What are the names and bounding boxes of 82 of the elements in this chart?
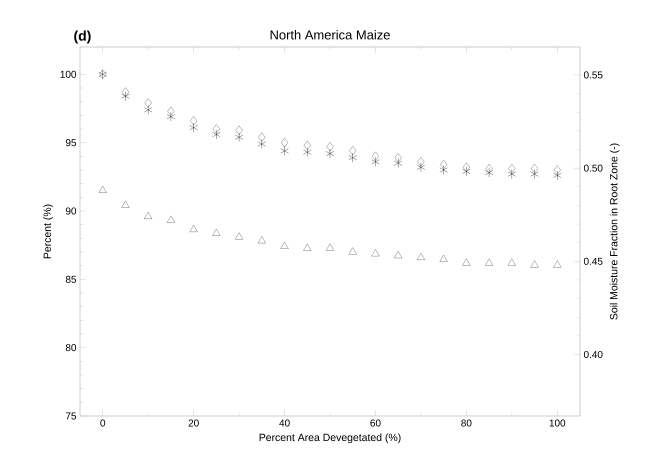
point xyxy=(530,260,539,268)
point xyxy=(554,165,561,175)
point xyxy=(122,87,130,97)
point xyxy=(553,170,562,180)
x-tick-label: 60 xyxy=(370,420,381,427)
point xyxy=(530,169,539,179)
point xyxy=(304,140,311,150)
point xyxy=(236,126,243,136)
x-tick-label: 80 xyxy=(461,420,472,427)
y-axis-title: Percent (%) xyxy=(43,204,54,258)
point xyxy=(417,157,424,166)
point xyxy=(416,162,426,172)
point xyxy=(121,200,130,208)
point xyxy=(530,164,538,174)
point xyxy=(98,186,107,193)
point xyxy=(508,164,516,174)
point xyxy=(190,224,198,232)
point xyxy=(121,92,130,101)
y2-tick-label: 0.40 xyxy=(584,350,603,358)
point xyxy=(462,162,470,172)
point xyxy=(394,251,402,258)
point xyxy=(212,130,220,140)
x-tick-label: 0 xyxy=(100,420,106,427)
y-tick-label: 95 xyxy=(66,139,76,146)
point xyxy=(440,165,448,175)
chart-title: North America Maize xyxy=(270,30,390,40)
text: (d) xyxy=(74,30,91,44)
y2-tick-label: 0.45 xyxy=(584,258,602,265)
point xyxy=(258,236,266,244)
point xyxy=(303,244,312,251)
point xyxy=(371,249,380,256)
point xyxy=(371,157,380,166)
point xyxy=(508,258,516,266)
y-tick-label: 100 xyxy=(60,70,76,78)
point xyxy=(166,112,176,122)
y-tick-label: 90 xyxy=(66,207,76,215)
point xyxy=(372,152,380,162)
point xyxy=(462,166,470,176)
x-tick-label: 20 xyxy=(188,420,199,427)
point xyxy=(326,142,334,152)
point xyxy=(326,148,334,158)
point xyxy=(348,153,357,162)
point xyxy=(212,228,220,236)
point xyxy=(144,212,152,220)
y2-axis-title: Soil Moisture Fraction in Root Zone (-) xyxy=(610,144,620,320)
point xyxy=(485,168,494,178)
point xyxy=(416,252,426,260)
point xyxy=(440,160,448,170)
y2-tick-label: 0.55 xyxy=(584,71,602,78)
point xyxy=(167,106,174,116)
point xyxy=(166,216,176,223)
y-tick-label: 85 xyxy=(66,276,76,283)
point xyxy=(190,122,198,132)
point xyxy=(212,124,220,134)
y2-tick-label: 0.50 xyxy=(584,164,603,172)
point xyxy=(144,105,152,115)
y-tick-label: 75 xyxy=(66,412,76,420)
point xyxy=(486,164,493,174)
point xyxy=(234,232,244,240)
point xyxy=(348,247,357,254)
point xyxy=(485,258,494,266)
point xyxy=(349,146,356,156)
point xyxy=(326,244,334,251)
x-tick-label: 40 xyxy=(279,420,290,427)
x-tick-label: 100 xyxy=(550,420,566,427)
point xyxy=(553,260,562,268)
point xyxy=(508,169,516,179)
y-tick-label: 80 xyxy=(66,344,76,352)
point xyxy=(144,98,152,108)
x-axis-title: Percent Area Devegetated (%) xyxy=(260,433,401,444)
point xyxy=(258,139,266,149)
point xyxy=(280,146,289,156)
point xyxy=(280,242,289,249)
point xyxy=(190,116,198,126)
point xyxy=(394,153,402,162)
point xyxy=(258,132,266,142)
point xyxy=(440,254,448,262)
point xyxy=(303,148,312,157)
point xyxy=(280,138,288,148)
point xyxy=(394,158,402,168)
point xyxy=(462,258,470,266)
point xyxy=(234,132,244,142)
